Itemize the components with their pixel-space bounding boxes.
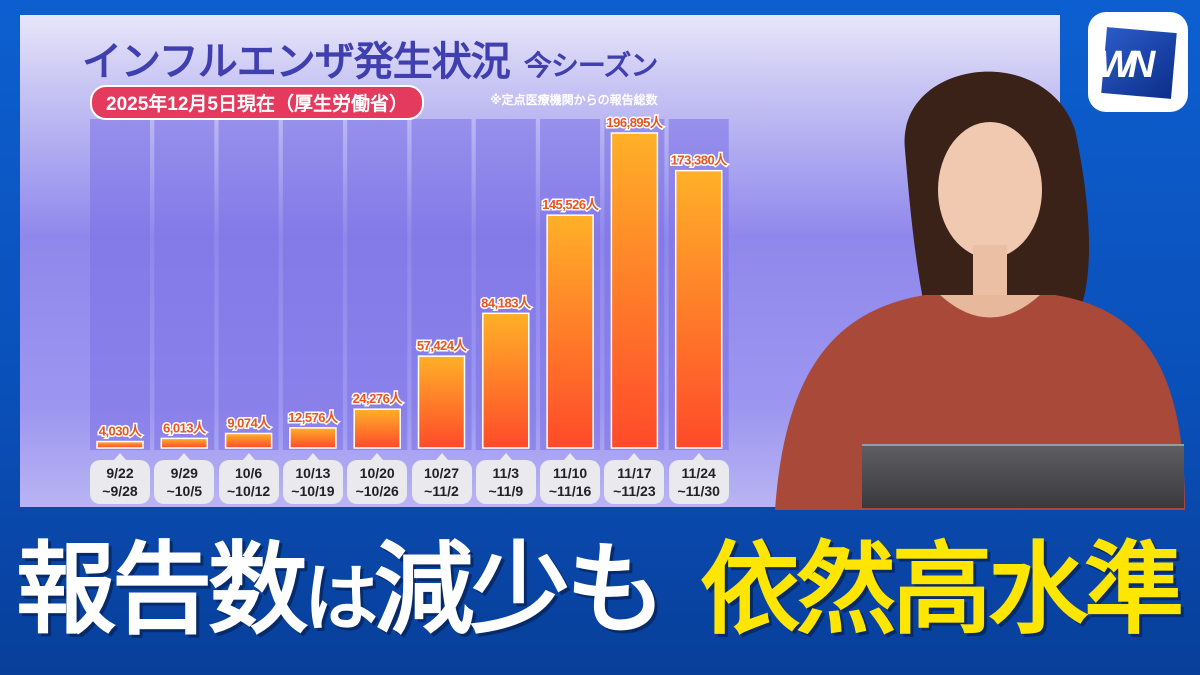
title-main: インフルエンザ発生状況 bbox=[82, 40, 511, 84]
date-badge: 2025年12月5日現在（厚生労働省） bbox=[90, 85, 424, 120]
bar bbox=[353, 408, 401, 449]
x-tick-label: 9/29 ~10/5 bbox=[154, 453, 215, 504]
x-tick-label: 11/3 ~11/9 bbox=[475, 453, 536, 504]
column-background bbox=[347, 119, 408, 450]
bar bbox=[289, 427, 337, 449]
data-label: 9,074人 bbox=[227, 415, 271, 430]
data-label: 24,276人 bbox=[353, 391, 404, 406]
source-note: ※定点医療機関からの報告総数 bbox=[490, 93, 658, 107]
bar bbox=[224, 432, 273, 449]
bar bbox=[546, 214, 594, 449]
chart-title: インフルエンザ発生状況 今シーズン bbox=[82, 29, 659, 87]
x-tick-label: 10/13 ~10/19 bbox=[282, 453, 343, 504]
data-label: 4,030人 bbox=[99, 424, 143, 439]
bar-chart: 4,030人 6,013人 9,074人 12,576人 24,276人 57,424人 8… bbox=[90, 114, 730, 450]
data-label: 173,380人 bbox=[671, 153, 728, 168]
data-label: 84,183人 bbox=[481, 295, 532, 310]
bar bbox=[160, 437, 209, 449]
caption-left: 報告数は減少も bbox=[16, 534, 666, 646]
bar bbox=[674, 169, 723, 449]
data-label: 6,013人 bbox=[163, 420, 207, 435]
column-background bbox=[90, 119, 150, 450]
column-background bbox=[218, 119, 279, 450]
x-tick-label: 10/20 ~10/26 bbox=[347, 453, 408, 504]
data-label: 145,526人 bbox=[542, 197, 599, 212]
x-tick-label: 10/6 ~10/12 bbox=[218, 453, 279, 504]
data-label: 57,424人 bbox=[417, 338, 468, 353]
wn-logo: WN bbox=[1088, 12, 1188, 112]
bar bbox=[482, 312, 530, 449]
column-background bbox=[154, 119, 215, 450]
chart-panel: インフルエンザ発生状況 今シーズン 2025年12月5日現在（厚生労働省） ※定点… bbox=[20, 15, 1060, 507]
x-tick-label: 9/22 ~9/28 bbox=[90, 453, 150, 504]
caption-right: 依然高水準 bbox=[700, 534, 1184, 646]
x-tick-label: 11/17 ~11/23 bbox=[604, 453, 665, 504]
x-tick-label: 10/27 ~11/2 bbox=[411, 453, 472, 504]
data-label: 196,895人 bbox=[606, 115, 663, 130]
data-label: 12,576人 bbox=[288, 410, 339, 425]
bar bbox=[96, 440, 144, 449]
title-sub: 今シーズン bbox=[523, 50, 659, 81]
bar bbox=[417, 355, 466, 449]
bar bbox=[610, 132, 659, 449]
column-background bbox=[282, 119, 343, 450]
x-tick-label: 11/24 ~11/30 bbox=[668, 453, 729, 504]
desk bbox=[862, 444, 1184, 508]
x-tick-label: 11/10 ~11/16 bbox=[540, 453, 601, 504]
